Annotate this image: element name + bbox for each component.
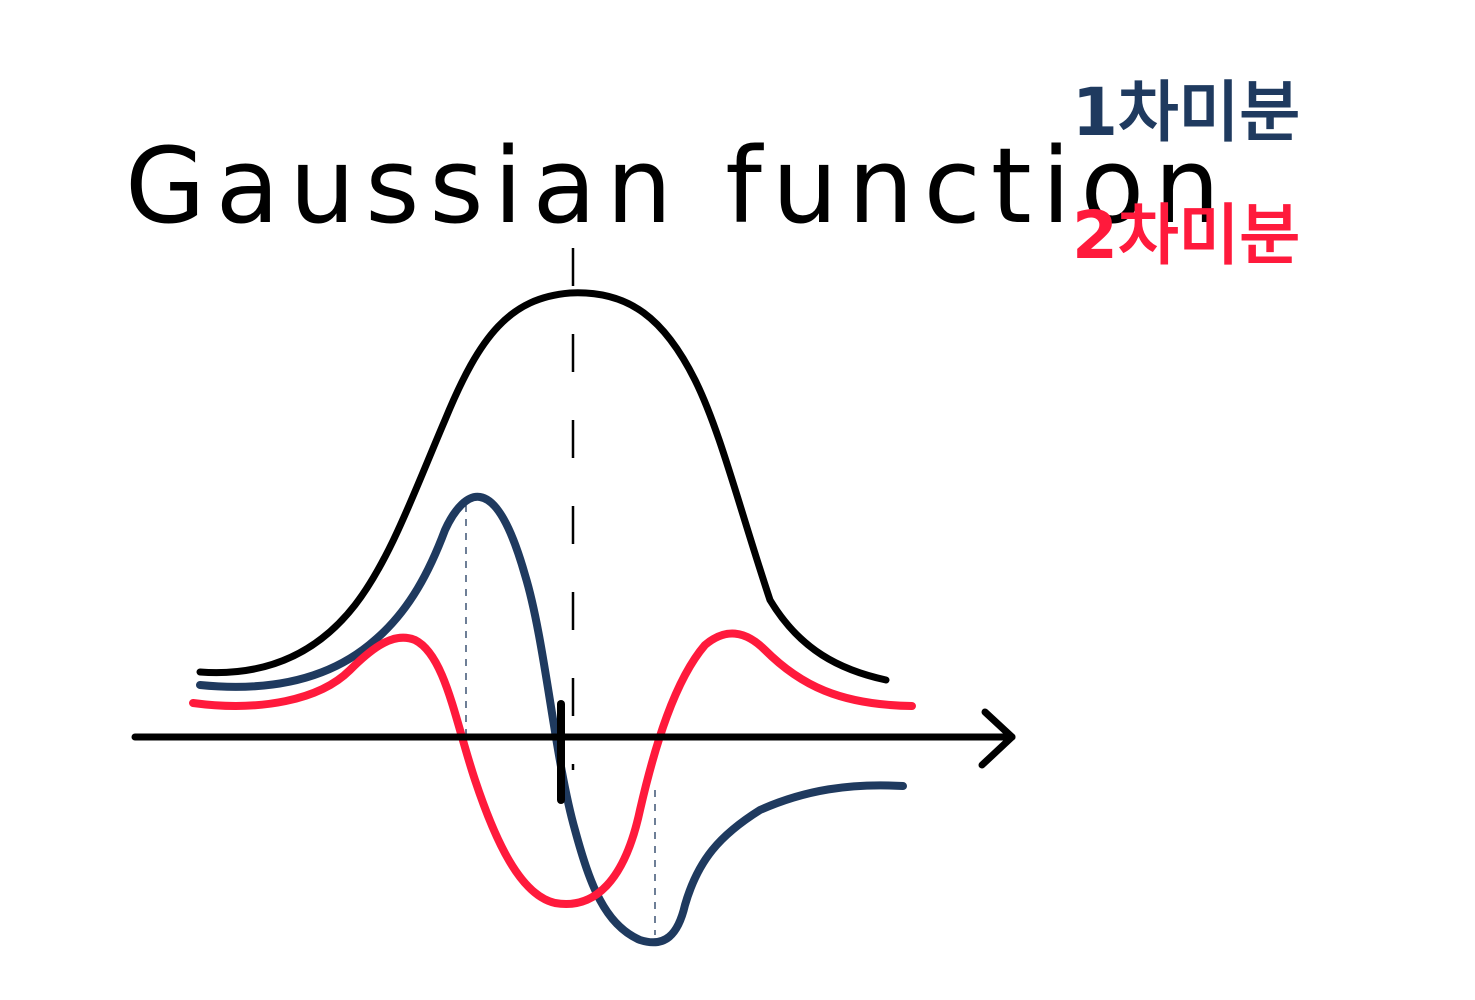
gaussian-curve (196, 289, 890, 684)
second-derivative-curve (189, 629, 916, 908)
arrow-right-icon (978, 708, 1016, 769)
first-derivative-curve (196, 492, 907, 947)
legend-first-derivative: 1차미분 (1072, 74, 1300, 151)
diagram-title: Gaussian function (125, 125, 1230, 247)
legend-second-derivative: 2차미분 (1072, 197, 1300, 274)
